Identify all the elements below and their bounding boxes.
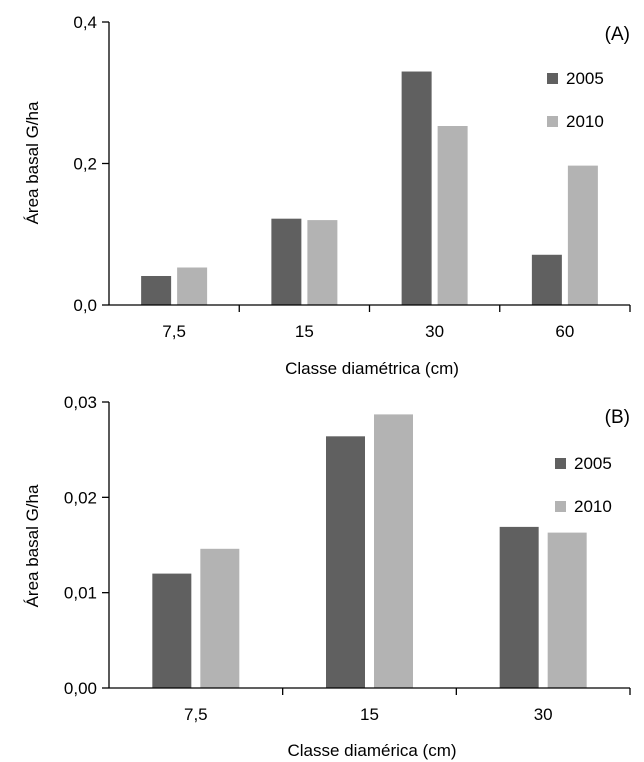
panel-a-bar-2010-2 [307, 220, 338, 305]
panel-b-y-axis-title: Área basal G/ha [23, 484, 42, 607]
panel-a-y-tick-label: 0,0 [73, 296, 97, 315]
panel-b-legend-swatch-2005 [555, 458, 566, 469]
panel-b-bar-2010-2 [374, 414, 413, 688]
panel-a-bar-2005-2 [271, 218, 302, 305]
panel-b-label: (B) [605, 407, 630, 428]
panel-b-y-tick-label: 0,02 [64, 488, 97, 507]
panel-a-bars [141, 71, 598, 306]
panel-b-x-axis-title: Classe diamérica (cm) [287, 741, 456, 760]
panel-b-bar-2005-3 [499, 526, 539, 688]
panel-a-bar-2010-3 [437, 126, 468, 305]
panel-b-bar-2010-1 [200, 548, 240, 688]
panel-a-legend-swatch-2010 [547, 116, 558, 127]
panel-b-bar-2005-2 [326, 436, 365, 688]
panel-b-y-tick-label: 0,00 [64, 679, 97, 698]
panel-a-bar-2005-1 [141, 275, 172, 305]
panel-b-legend-swatch-2010 [555, 501, 566, 512]
panel-a-x-axis-title: Classe diamétrica (cm) [285, 359, 459, 378]
panel-b-y-ticks: 0,00 0,01 0,02 0,03 [64, 393, 109, 698]
chart-panel-b: (B) Área basal G/ha Classe diamérica (cm… [23, 393, 631, 760]
panel-a-x-tick-label: 30 [425, 322, 444, 341]
panel-b-x-tick-label: 7,5 [184, 705, 208, 724]
panel-a-y-axis-title: Área basal G/ha [23, 101, 42, 224]
panel-a-x-tick-label: 15 [295, 322, 314, 341]
panel-b-bars [152, 414, 587, 688]
panel-b-x-tick-label: 30 [534, 705, 553, 724]
panel-a-legend-label-2005: 2005 [566, 69, 604, 88]
panel-b-legend: 2005 2010 [555, 454, 612, 516]
panel-a-y-ticks: 0,0 0,2 0,4 [73, 13, 109, 315]
panel-a-bar-2010-4 [567, 165, 598, 305]
panel-a-y-tick-label: 0,4 [73, 13, 97, 32]
panel-a-x-tick-label: 7,5 [162, 322, 186, 341]
panel-a-legend-label-2010: 2010 [566, 112, 604, 131]
panel-b-bar-2010-3 [547, 532, 587, 688]
panel-a-y-tick-label: 0,2 [73, 155, 97, 174]
panel-a-bar-2005-3 [401, 71, 432, 306]
panel-a-legend-swatch-2005 [547, 73, 558, 84]
panel-b-x-ticks: 7,5 15 30 [184, 688, 631, 724]
panel-b-y-tick-label: 0,03 [64, 393, 97, 412]
chart-panel-a: (A) Área basal G/ha Classe diamétrica (c… [23, 13, 631, 378]
panel-a-x-ticks: 7,5 15 30 60 [162, 305, 631, 341]
panel-a-x-tick-label: 60 [555, 322, 574, 341]
panel-a-label: (A) [605, 24, 630, 45]
panel-b-legend-label-2010: 2010 [574, 497, 612, 516]
panel-a-bar-2010-1 [177, 267, 208, 305]
panel-a-legend: 2005 2010 [547, 69, 604, 131]
panel-b-bar-2005-1 [152, 573, 192, 688]
panel-b-y-tick-label: 0,01 [64, 584, 97, 603]
panel-a-bar-2005-4 [531, 254, 562, 305]
panel-b-x-tick-label: 15 [360, 705, 379, 724]
panel-b-legend-label-2005: 2005 [574, 454, 612, 473]
